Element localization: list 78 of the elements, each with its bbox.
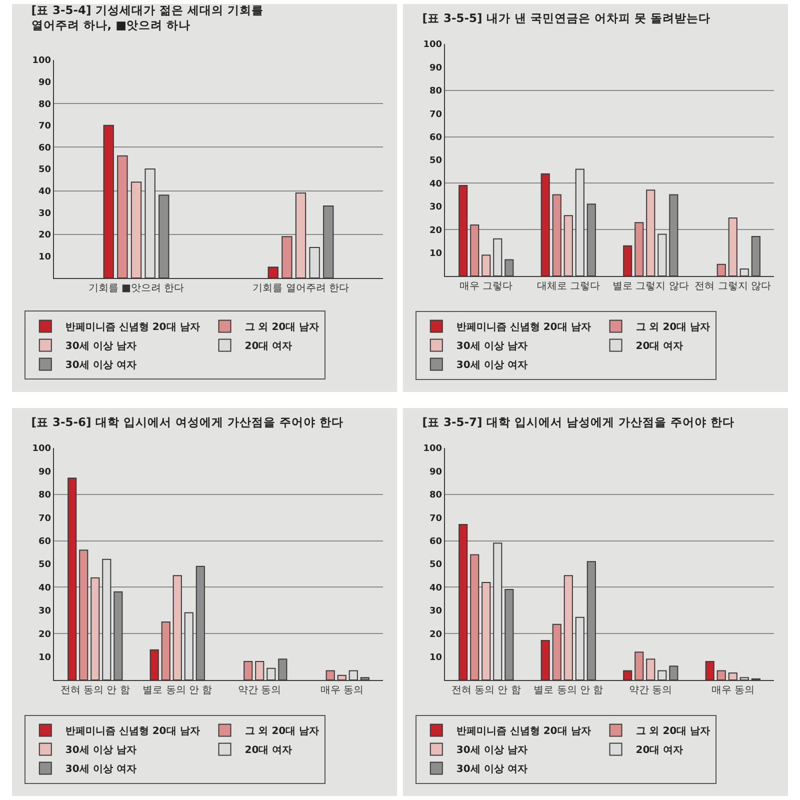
y-tick-label: 80 [429, 86, 442, 97]
y-tick-label: 20 [38, 230, 51, 241]
x-tick-label: 전혀 동의 안 함 [60, 685, 130, 696]
y-tick-label: 70 [38, 122, 51, 132]
y-tick-label: 20 [429, 630, 442, 640]
y-tick-label: 50 [429, 156, 442, 166]
legend-label: 20대 여자 [244, 745, 292, 756]
legend-label: 30세 이상 남자 [65, 745, 136, 756]
x-tick-label: 별로 그렇지 않다 [612, 281, 689, 292]
x-tick-label: 전혀 그렇지 않다 [694, 281, 772, 292]
y-tick-label: 30 [38, 606, 51, 617]
legend-label: 20대 여자 [636, 745, 684, 756]
y-tick-label: 70 [429, 110, 442, 120]
chart-title: [표 3-5-7] 대학 입시에서 남성에게 가산점을 주어야 한다 [422, 415, 734, 430]
legend-label: 그 외 20대 남자 [636, 726, 710, 738]
x-tick-label: 대체로 그렇다 [536, 281, 600, 292]
y-tick-label: 20 [38, 630, 51, 640]
y-tick-label: 60 [429, 536, 442, 547]
y-tick-label: 40 [429, 583, 442, 594]
legend-label: 반페미니즘 신념형 20대 남자 [456, 726, 591, 738]
y-tick-label: 40 [38, 186, 51, 197]
x-tick-label: 약간 동의 [629, 685, 672, 696]
legend-label: 30세 이상 남자 [456, 745, 528, 756]
y-tick-label: 80 [38, 100, 51, 110]
legend-label: 20대 여자 [244, 341, 292, 352]
legend-label: 30세 이상 여자 [65, 360, 136, 372]
y-tick-label: 100 [32, 444, 51, 454]
y-tick-label: 50 [38, 560, 51, 570]
legend-label: 30세 이상 여자 [456, 764, 528, 776]
y-tick-label: 30 [429, 606, 442, 617]
y-tick-label: 10 [38, 652, 51, 663]
x-tick-label: 매우 그렇다 [460, 281, 513, 292]
y-tick-label: 40 [429, 179, 442, 190]
legend-label: 30세 이상 여자 [456, 360, 528, 372]
y-tick-label: 100 [423, 444, 442, 454]
y-tick-label: 100 [423, 40, 442, 50]
chart-title: [표 3-5-5] 내가 낸 국민연금은 어차피 못 돌려받는다 [422, 11, 710, 26]
y-tick-label: 80 [429, 490, 442, 501]
y-tick-label: 90 [429, 63, 442, 74]
y-tick-label: 60 [38, 536, 51, 547]
legend-label: 반페미니즘 신념형 20대 남자 [456, 322, 591, 334]
y-tick-label: 10 [429, 652, 442, 663]
y-tick-label: 30 [38, 208, 51, 219]
y-tick-label: 90 [429, 467, 442, 478]
y-tick-label: 20 [429, 226, 442, 236]
x-tick-label: 기회를 ■앗으려 한다 [88, 283, 184, 294]
x-tick-label: 약간 동의 [238, 685, 282, 696]
chart-title: [표 3-5-4] 기성세대가 젊은 세대의 기회를 열어주려 하나, ■앗으려 하나 [31, 3, 264, 32]
y-tick-label: 90 [38, 467, 51, 478]
y-tick-label: 10 [429, 248, 442, 259]
y-tick-label: 70 [429, 514, 442, 524]
y-tick-label: 80 [38, 490, 51, 501]
y-tick-label: 100 [32, 56, 51, 66]
legend-label: 20대 여자 [636, 341, 684, 352]
y-tick-label: 10 [38, 252, 51, 262]
legend-label: 30세 이상 남자 [65, 341, 136, 352]
y-tick-label: 50 [38, 165, 51, 176]
x-tick-label: 전혀 동의 안 함 [451, 685, 521, 696]
y-tick-label: 50 [429, 560, 442, 570]
chart-title: [표 3-5-6] 대학 입시에서 여성에게 가산점을 주어야 한다 [31, 415, 344, 430]
legend-label: 반페미니즘 신념형 20대 남자 [65, 322, 200, 334]
x-tick-label: 매우 동의 [320, 685, 364, 696]
legend-label: 그 외 20대 남자 [636, 322, 710, 334]
x-tick-label: 별로 동의 안 함 [534, 685, 604, 696]
y-tick-label: 90 [38, 78, 51, 88]
y-tick-label: 30 [429, 202, 442, 213]
y-tick-label: 70 [38, 514, 51, 524]
x-tick-label: 기회를 열어주려 한다 [252, 283, 349, 294]
x-tick-label: 매우 동의 [711, 685, 754, 696]
legend-label: 그 외 20대 남자 [244, 726, 320, 738]
legend-label: 그 외 20대 남자 [244, 322, 320, 334]
legend-label: 30세 이상 남자 [456, 341, 528, 352]
legend-label: 30세 이상 여자 [65, 764, 136, 776]
y-tick-label: 60 [429, 132, 442, 143]
y-tick-label: 40 [38, 583, 51, 594]
y-tick-label: 60 [38, 143, 51, 154]
legend-label: 반페미니즘 신념형 20대 남자 [65, 726, 200, 738]
x-tick-label: 별로 동의 안 함 [142, 685, 212, 696]
